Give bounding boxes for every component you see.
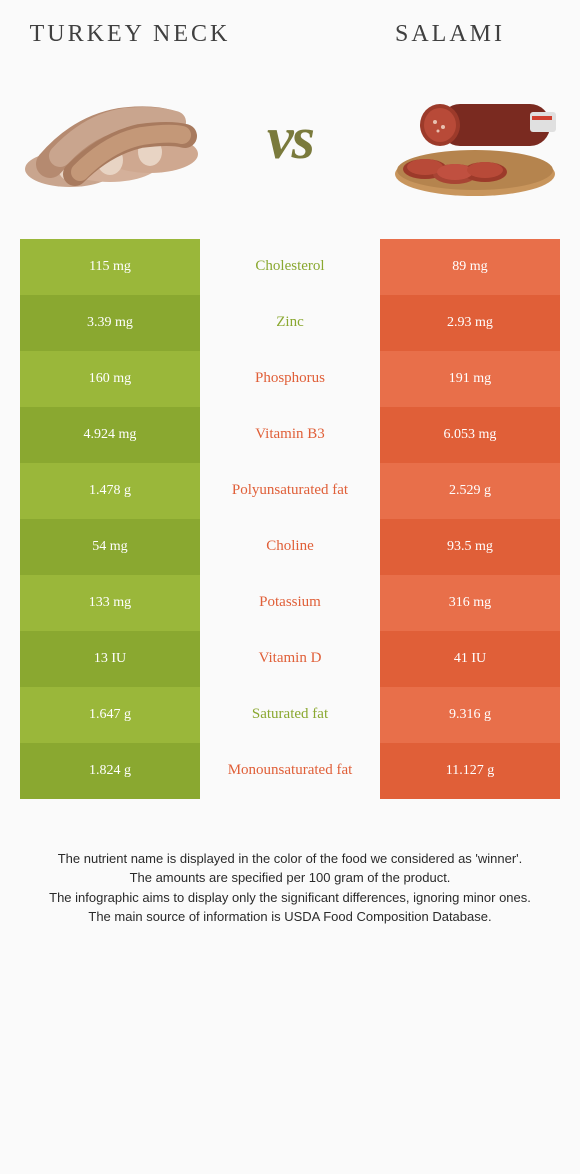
table-row: 13 IUVitamin D41 IU [20, 631, 560, 687]
nutrient-label: Phosphorus [200, 351, 380, 407]
nutrient-label: Zinc [200, 295, 380, 351]
vs-divider: vs [267, 104, 313, 173]
footer-note-line: The infographic aims to display only the… [30, 888, 550, 908]
value-right: 2.93 mg [380, 295, 560, 351]
table-row: 4.924 mgVitamin B36.053 mg [20, 407, 560, 463]
value-right: 2.529 g [380, 463, 560, 519]
value-left: 160 mg [20, 351, 200, 407]
table-row: 1.647 gSaturated fat9.316 g [20, 687, 560, 743]
footer-note-line: The nutrient name is displayed in the co… [30, 849, 550, 869]
footer-note-line: The main source of information is USDA F… [30, 907, 550, 927]
table-row: 1.824 gMonounsaturated fat11.127 g [20, 743, 560, 799]
value-right: 9.316 g [380, 687, 560, 743]
value-left: 133 mg [20, 575, 200, 631]
table-row: 160 mgPhosphorus191 mg [20, 351, 560, 407]
images-row: vs [0, 59, 580, 239]
nutrient-label: Choline [200, 519, 380, 575]
value-left: 1.824 g [20, 743, 200, 799]
value-right: 93.5 mg [380, 519, 560, 575]
value-left: 115 mg [20, 239, 200, 295]
nutrient-label: Vitamin D [200, 631, 380, 687]
value-left: 54 mg [20, 519, 200, 575]
table-row: 115 mgCholesterol89 mg [20, 239, 560, 295]
table-row: 54 mgCholine93.5 mg [20, 519, 560, 575]
value-left: 4.924 mg [20, 407, 200, 463]
nutrient-label: Saturated fat [200, 687, 380, 743]
comparison-table: 115 mgCholesterol89 mg3.39 mgZinc2.93 mg… [20, 239, 560, 799]
value-right: 89 mg [380, 239, 560, 295]
food-title-right: Salami [330, 20, 570, 49]
value-left: 3.39 mg [20, 295, 200, 351]
turkey-neck-image [20, 74, 200, 204]
nutrient-label: Vitamin B3 [200, 407, 380, 463]
footer-notes: The nutrient name is displayed in the co… [30, 849, 550, 927]
nutrient-label: Polyunsaturated fat [200, 463, 380, 519]
header-row: Turkey neck Salami [0, 0, 580, 59]
nutrient-label: Monounsaturated fat [200, 743, 380, 799]
salami-image [380, 74, 560, 204]
value-left: 1.647 g [20, 687, 200, 743]
table-row: 133 mgPotassium316 mg [20, 575, 560, 631]
value-right: 316 mg [380, 575, 560, 631]
value-left: 1.478 g [20, 463, 200, 519]
nutrient-label: Potassium [200, 575, 380, 631]
value-right: 191 mg [380, 351, 560, 407]
value-right: 6.053 mg [380, 407, 560, 463]
value-right: 11.127 g [380, 743, 560, 799]
value-right: 41 IU [380, 631, 560, 687]
food-title-left: Turkey neck [10, 20, 250, 49]
footer-note-line: The amounts are specified per 100 gram o… [30, 868, 550, 888]
value-left: 13 IU [20, 631, 200, 687]
nutrient-label: Cholesterol [200, 239, 380, 295]
table-row: 1.478 gPolyunsaturated fat2.529 g [20, 463, 560, 519]
table-row: 3.39 mgZinc2.93 mg [20, 295, 560, 351]
